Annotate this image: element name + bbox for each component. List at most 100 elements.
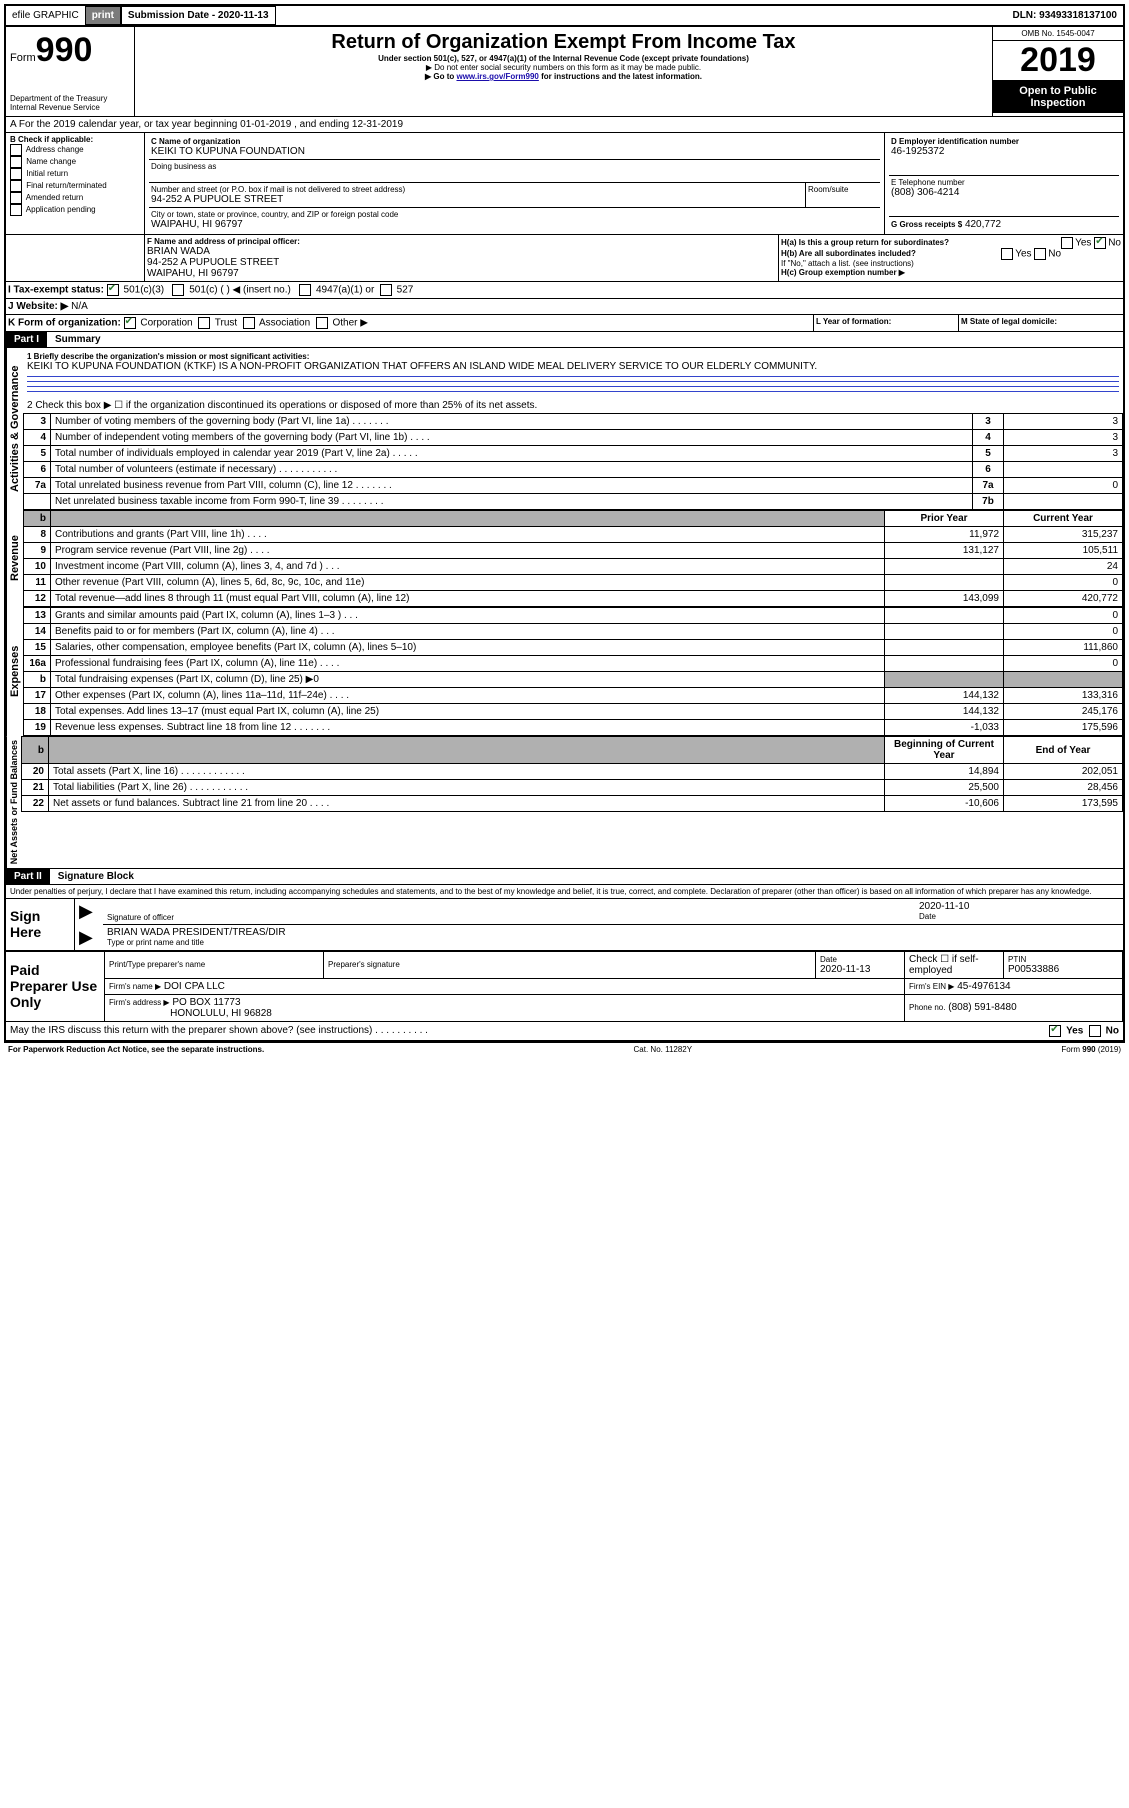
firm-name: DOI CPA LLC: [164, 981, 225, 992]
gross-receipts: 420,772: [965, 219, 1001, 230]
part2-header: Part II Signature Block: [6, 869, 1123, 885]
hb-label: H(b) Are all subordinates included?: [781, 249, 916, 258]
m-label: M State of legal domicile:: [959, 315, 1123, 331]
table-header-row: bBeginning of Current YearEnd of Year: [22, 737, 1123, 764]
irs-link: www.irs.gov/Form990: [456, 72, 538, 81]
i-label: I Tax-exempt status:: [8, 285, 104, 296]
dba-label: Doing business as: [151, 162, 878, 171]
b-option[interactable]: Name change: [10, 156, 140, 168]
sig-date-label: Date: [919, 912, 1119, 921]
i-501c3-check[interactable]: [107, 284, 119, 296]
firm-ein: 45-4976134: [957, 981, 1010, 992]
table-row: 13Grants and similar amounts paid (Part …: [24, 608, 1123, 624]
table-row: 4Number of independent voting members of…: [24, 430, 1123, 446]
header-right: OMB No. 1545-0047 2019 Open to Public In…: [993, 27, 1123, 116]
i-527-check[interactable]: [380, 284, 392, 296]
section-h: H(a) Is this a group return for subordin…: [779, 235, 1123, 281]
footer-left: For Paperwork Reduction Act Notice, see …: [8, 1045, 264, 1054]
sig-name-label: Type or print name and title: [107, 938, 1119, 947]
part1-tab: Part I: [6, 332, 47, 347]
table-row: 19Revenue less expenses. Subtract line 1…: [24, 720, 1123, 736]
table-row: 16aProfessional fundraising fees (Part I…: [24, 656, 1123, 672]
pp-name-label: Print/Type preparer's name: [109, 960, 319, 969]
table-row: 9Program service revenue (Part VIII, lin…: [24, 543, 1123, 559]
table-row: 8Contributions and grants (Part VIII, li…: [24, 527, 1123, 543]
i-4947-check[interactable]: [299, 284, 311, 296]
irs-label: Internal Revenue Service: [10, 103, 130, 112]
declaration: Under penalties of perjury, I declare th…: [6, 885, 1123, 899]
vlabel-exp: Expenses: [6, 607, 23, 736]
section-c: C Name of organization KEIKI TO KUPUNA F…: [145, 133, 885, 234]
city-label: City or town, state or province, country…: [151, 210, 878, 219]
hb-no[interactable]: [1034, 248, 1046, 260]
b-option[interactable]: Address change: [10, 144, 140, 156]
sig-name: BRIAN WADA PRESIDENT/TREAS/DIR: [107, 927, 1119, 938]
discuss-text: May the IRS discuss this return with the…: [10, 1025, 1049, 1037]
b-option[interactable]: Final return/terminated: [10, 180, 140, 192]
ha-no[interactable]: [1094, 237, 1106, 249]
table-row: 7aTotal unrelated business revenue from …: [24, 478, 1123, 494]
form-title: Return of Organization Exempt From Incom…: [139, 31, 988, 54]
sign-arrow2: ▶: [75, 925, 104, 951]
hb-note: If "No," attach a list. (see instruction…: [781, 259, 1121, 268]
k-trust[interactable]: [198, 317, 210, 329]
table-row: 14Benefits paid to or for members (Part …: [24, 624, 1123, 640]
form-prefix: Form: [10, 52, 36, 64]
expenses-table: 13Grants and similar amounts paid (Part …: [23, 607, 1123, 736]
discuss-no[interactable]: [1089, 1025, 1101, 1037]
room-label: Room/suite: [806, 183, 880, 207]
i-501c-check[interactable]: [172, 284, 184, 296]
street-value: 94-252 A PUPUOLE STREET: [151, 194, 803, 205]
sign-here-block: Sign Here ▶ Signature of officer 2020-11…: [6, 899, 1123, 951]
ptin-label: PTIN: [1008, 955, 1118, 964]
section-i: I Tax-exempt status: 501(c)(3) 501(c) ( …: [6, 282, 1123, 299]
section-f: F Name and address of principal officer:…: [145, 235, 779, 281]
part2-title: Signature Block: [50, 871, 134, 882]
form-container: efile GRAPHIC print Submission Date - 20…: [4, 4, 1125, 1043]
table-row: 15Salaries, other compensation, employee…: [24, 640, 1123, 656]
table-row: 22Net assets or fund balances. Subtract …: [22, 796, 1123, 812]
form-number: 990: [36, 31, 93, 69]
table-row: 20Total assets (Part X, line 16) . . . .…: [22, 764, 1123, 780]
e-label: E Telephone number: [891, 178, 1117, 187]
netassets-block: Net Assets or Fund Balances bBeginning o…: [6, 736, 1123, 869]
revenue-block: Revenue bPrior YearCurrent Year8Contribu…: [6, 510, 1123, 607]
subtitle-3[interactable]: ▶ Go to www.irs.gov/Form990 for instruct…: [139, 72, 988, 81]
omb-number: OMB No. 1545-0047: [993, 27, 1123, 41]
table-row: 3Number of voting members of the governi…: [24, 414, 1123, 430]
subtitle-2: ▶ Do not enter social security numbers o…: [139, 63, 988, 72]
expenses-block: Expenses 13Grants and similar amounts pa…: [6, 607, 1123, 736]
k-label: K Form of organization:: [8, 318, 121, 329]
subtitle-1: Under section 501(c), 527, or 4947(a)(1)…: [139, 54, 988, 63]
line-a: A For the 2019 calendar year, or tax yea…: [6, 117, 1123, 133]
paid-preparer-block: Paid Preparer Use Only Print/Type prepar…: [6, 951, 1123, 1022]
k-assoc[interactable]: [243, 317, 255, 329]
top-bar: efile GRAPHIC print Submission Date - 20…: [6, 6, 1123, 27]
q1-label: 1 Briefly describe the organization's mi…: [27, 352, 1119, 361]
ha-yes[interactable]: [1061, 237, 1073, 249]
ag-table: 3Number of voting members of the governi…: [23, 413, 1123, 510]
ptin-value: P00533886: [1008, 964, 1118, 975]
k-other[interactable]: [316, 317, 328, 329]
header-row: Form990 Department of the Treasury Inter…: [6, 27, 1123, 117]
section-deg: D Employer identification number 46-1925…: [885, 133, 1123, 234]
firm-phone: (808) 591-8480: [948, 1002, 1016, 1013]
table-header-row: bPrior YearCurrent Year: [24, 511, 1123, 527]
b-option[interactable]: Amended return: [10, 192, 140, 204]
k-corp[interactable]: [124, 317, 136, 329]
print-button[interactable]: print: [85, 6, 121, 25]
table-row: Net unrelated business taxable income fr…: [24, 494, 1123, 510]
b-option[interactable]: Application pending: [10, 204, 140, 216]
discuss-yes[interactable]: [1049, 1025, 1061, 1037]
part1-title: Summary: [47, 334, 101, 345]
spacer: [276, 13, 1007, 19]
b-option[interactable]: Initial return: [10, 168, 140, 180]
table-row: 18Total expenses. Add lines 13–17 (must …: [24, 704, 1123, 720]
revenue-table: bPrior YearCurrent Year8Contributions an…: [23, 510, 1123, 607]
f-label: F Name and address of principal officer:: [147, 237, 776, 246]
hb-yes[interactable]: [1001, 248, 1013, 260]
f-left-spacer: [6, 235, 145, 281]
table-row: 6Total number of volunteers (estimate if…: [24, 462, 1123, 478]
pp-sig-label: Preparer's signature: [328, 960, 811, 969]
vlabel-ag: Activities & Governance: [6, 348, 23, 510]
